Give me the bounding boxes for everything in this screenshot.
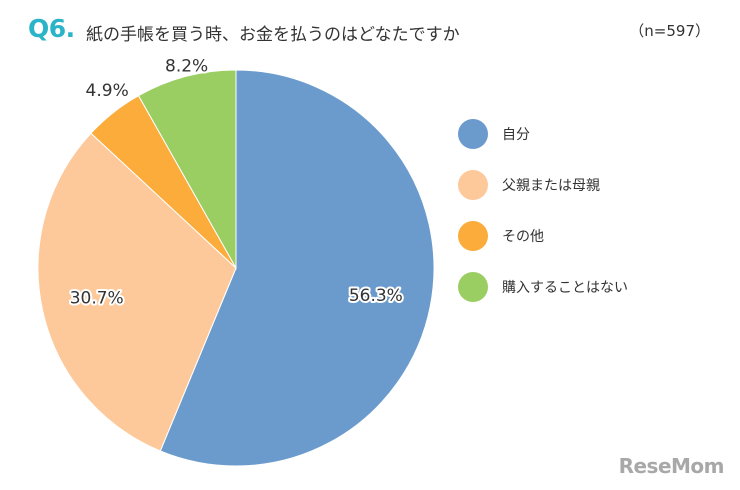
legend-swatch (458, 271, 488, 302)
question-number: Q6. (28, 14, 75, 43)
question-text: 紙の手帳を買う時、お金を払うのはどなたですか (86, 25, 460, 45)
legend-swatch (458, 220, 488, 251)
legend-item-3: その他 (458, 210, 718, 261)
data-label-4: 8.2% (165, 56, 208, 76)
legend-swatch (458, 118, 488, 149)
data-label-1: 56.3% (349, 286, 403, 306)
legend-item-1: 自分 (458, 108, 718, 159)
legend-item-2: 父親または母親 (458, 159, 718, 210)
chart-legend: 自分父親または母親 その他購入することはない (458, 108, 718, 312)
pie-slice-4 (137, 69, 237, 270)
legend-swatch (458, 169, 488, 200)
chart-header: Q6. 紙の手帳を買う時、お金を払うのはどなたですか （n=597） (28, 14, 718, 50)
pie-slice-1 (159, 69, 435, 467)
data-label-3: 4.9% (86, 81, 129, 101)
legend-label: その他 (502, 228, 544, 245)
legend-label: 父親または母親 (502, 177, 600, 194)
resemom-logo: ReseMom (618, 454, 725, 478)
data-label-2: 30.7% (70, 288, 124, 308)
legend-label: 自分 (502, 126, 530, 143)
legend-item-4: 購入することはない (458, 261, 718, 312)
sample-size: （n=597） (629, 22, 710, 40)
pie-slice-2 (37, 132, 237, 452)
legend-label: 購入することはない (502, 279, 628, 296)
